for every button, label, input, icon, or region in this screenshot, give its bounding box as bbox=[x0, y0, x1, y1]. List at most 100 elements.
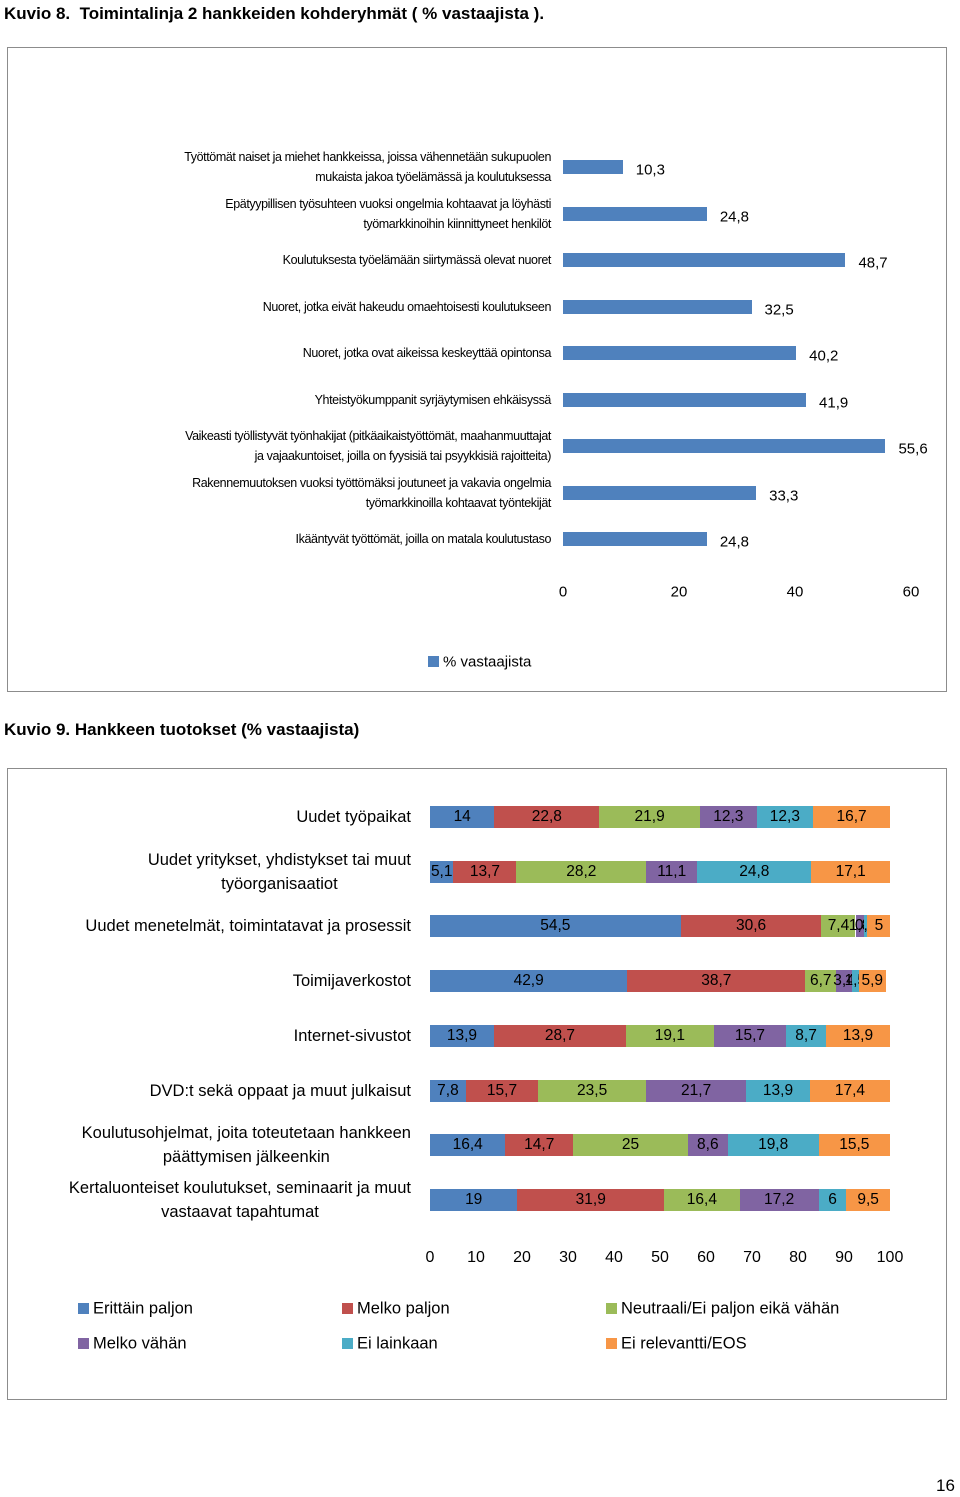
value-label: 54,5 bbox=[540, 917, 571, 935]
legend-swatch bbox=[78, 1303, 89, 1314]
bar bbox=[739, 1188, 819, 1211]
page-number: 16 bbox=[936, 1476, 955, 1495]
bar bbox=[664, 1188, 740, 1211]
value-label: 5,9 bbox=[861, 972, 884, 990]
category-label: DVD:t sekä oppaat ja muut julkaisut bbox=[149, 1081, 411, 1100]
bar bbox=[563, 532, 707, 546]
value-label: 16,4 bbox=[452, 1136, 483, 1154]
category-label: Rakennemuutoksen vuoksi työttömäksi jout… bbox=[192, 475, 551, 510]
bar bbox=[646, 1079, 746, 1102]
bar bbox=[517, 1188, 665, 1211]
bar bbox=[505, 1134, 574, 1157]
category-label: Nuoret, jotka ovat aikeissa keskeyttää o… bbox=[302, 346, 552, 360]
category-label: Epätyypillisen työsuhteen vuoksi ongelmi… bbox=[225, 196, 551, 231]
value-label: 16,7 bbox=[836, 808, 867, 825]
legend-label: Melko paljon bbox=[357, 1299, 450, 1318]
value-label: 9,5 bbox=[857, 1190, 879, 1208]
category-label: Koulutusohjelmat, joita toteutetaan hank… bbox=[81, 1124, 411, 1167]
category-label: Internet-sivustot bbox=[293, 1026, 411, 1045]
bar bbox=[430, 1188, 518, 1211]
category-label: Yhteistyökumppanit syrjäytymisen ehkäisy… bbox=[314, 392, 552, 407]
value-label: 15,5 bbox=[839, 1136, 870, 1154]
value-label: 19 bbox=[465, 1190, 483, 1208]
figure-caption: Kuvio 9. Hankkeen tuotokset (% vastaajis… bbox=[4, 720, 360, 739]
value-label: 8,7 bbox=[795, 1026, 817, 1044]
bar bbox=[809, 1079, 890, 1102]
bar bbox=[858, 970, 886, 993]
x-tick-label: 90 bbox=[835, 1249, 853, 1266]
x-tick-label: 40 bbox=[605, 1249, 623, 1266]
bar bbox=[713, 1024, 787, 1047]
category-label: Koulutuksesta työelämään siirtymässä ole… bbox=[282, 253, 552, 267]
value-label: 7,4 bbox=[827, 917, 850, 935]
value-label: 42,9 bbox=[513, 972, 544, 990]
chart-frame bbox=[7, 47, 947, 692]
value-label: 55,6 bbox=[898, 440, 928, 458]
value-label: 15,7 bbox=[486, 1081, 518, 1099]
value-label: 11,1 bbox=[657, 862, 687, 880]
value-label: 8,6 bbox=[697, 1136, 719, 1154]
x-tick-label: 60 bbox=[697, 1249, 715, 1266]
bar bbox=[563, 346, 797, 360]
x-tick-label: 80 bbox=[789, 1249, 807, 1266]
value-label: 13,7 bbox=[469, 862, 501, 880]
bar bbox=[818, 1188, 847, 1211]
bar bbox=[563, 485, 757, 500]
bar bbox=[516, 860, 647, 883]
bar bbox=[688, 1134, 728, 1157]
bar bbox=[538, 1079, 647, 1102]
value-label: 14,7 bbox=[524, 1136, 555, 1154]
value-label: 13,9 bbox=[446, 1026, 478, 1044]
value-label: 19,8 bbox=[758, 1136, 789, 1154]
legend-swatch bbox=[342, 1303, 353, 1314]
value-label: 13,9 bbox=[762, 1081, 794, 1099]
value-label: 41,9 bbox=[819, 394, 849, 411]
bar bbox=[493, 1024, 626, 1047]
value-label: 6,7 bbox=[809, 972, 832, 990]
bar bbox=[430, 1079, 466, 1102]
bar bbox=[494, 806, 600, 828]
value-label: 21,9 bbox=[634, 808, 665, 825]
value-label: 7,8 bbox=[437, 1081, 459, 1099]
value-label: 33,3 bbox=[769, 487, 799, 504]
value-label: 24,8 bbox=[719, 208, 750, 225]
x-tick-label: 20 bbox=[670, 583, 688, 601]
bar bbox=[563, 299, 752, 314]
bar bbox=[453, 860, 517, 883]
category-label: Nuoret, jotka eivät hakeudu omaehtoisest… bbox=[262, 299, 552, 314]
value-label: 25 bbox=[621, 1136, 640, 1154]
value-label: 17,2 bbox=[764, 1190, 795, 1208]
bar bbox=[573, 1134, 689, 1157]
category-label: Uudet työpaikat bbox=[296, 808, 411, 826]
value-label: 5 bbox=[874, 917, 884, 935]
legend-label: Erittäin paljon bbox=[93, 1299, 193, 1318]
value-label: 17,4 bbox=[834, 1081, 866, 1099]
category-label: Vaikeasti työllistyvät työnhakijat (pitk… bbox=[185, 429, 551, 463]
value-label: 14 bbox=[453, 808, 471, 825]
value-label: 24,8 bbox=[739, 862, 770, 880]
bar bbox=[430, 1024, 494, 1047]
legend-label: Melko vähän bbox=[93, 1334, 187, 1353]
figure-caption: Kuvio 8. Toimintalinja 2 hankkeiden kohd… bbox=[4, 4, 545, 23]
x-tick-label: 40 bbox=[786, 583, 804, 601]
bar bbox=[727, 1134, 819, 1157]
bar bbox=[430, 970, 628, 993]
bar bbox=[805, 970, 837, 993]
bar bbox=[813, 806, 890, 828]
value-label: 12,3 bbox=[769, 808, 800, 825]
category-label: Uudet yritykset, yhdistykset tai muut ty… bbox=[147, 850, 411, 893]
bar bbox=[756, 806, 814, 828]
value-label: 38,7 bbox=[701, 972, 732, 990]
value-label: 23,5 bbox=[577, 1081, 608, 1099]
chart-frame bbox=[7, 768, 947, 1400]
legend-label: Neutraali/Ei paljon eikä vähän bbox=[621, 1299, 840, 1318]
bar bbox=[430, 915, 681, 938]
bar bbox=[851, 970, 859, 993]
bar bbox=[430, 860, 454, 883]
x-tick-label: 20 bbox=[513, 1249, 531, 1266]
value-label: 24,8 bbox=[719, 533, 750, 551]
value-label: 22,8 bbox=[531, 808, 562, 825]
value-label: 28,7 bbox=[544, 1026, 576, 1044]
bar bbox=[846, 1188, 890, 1211]
